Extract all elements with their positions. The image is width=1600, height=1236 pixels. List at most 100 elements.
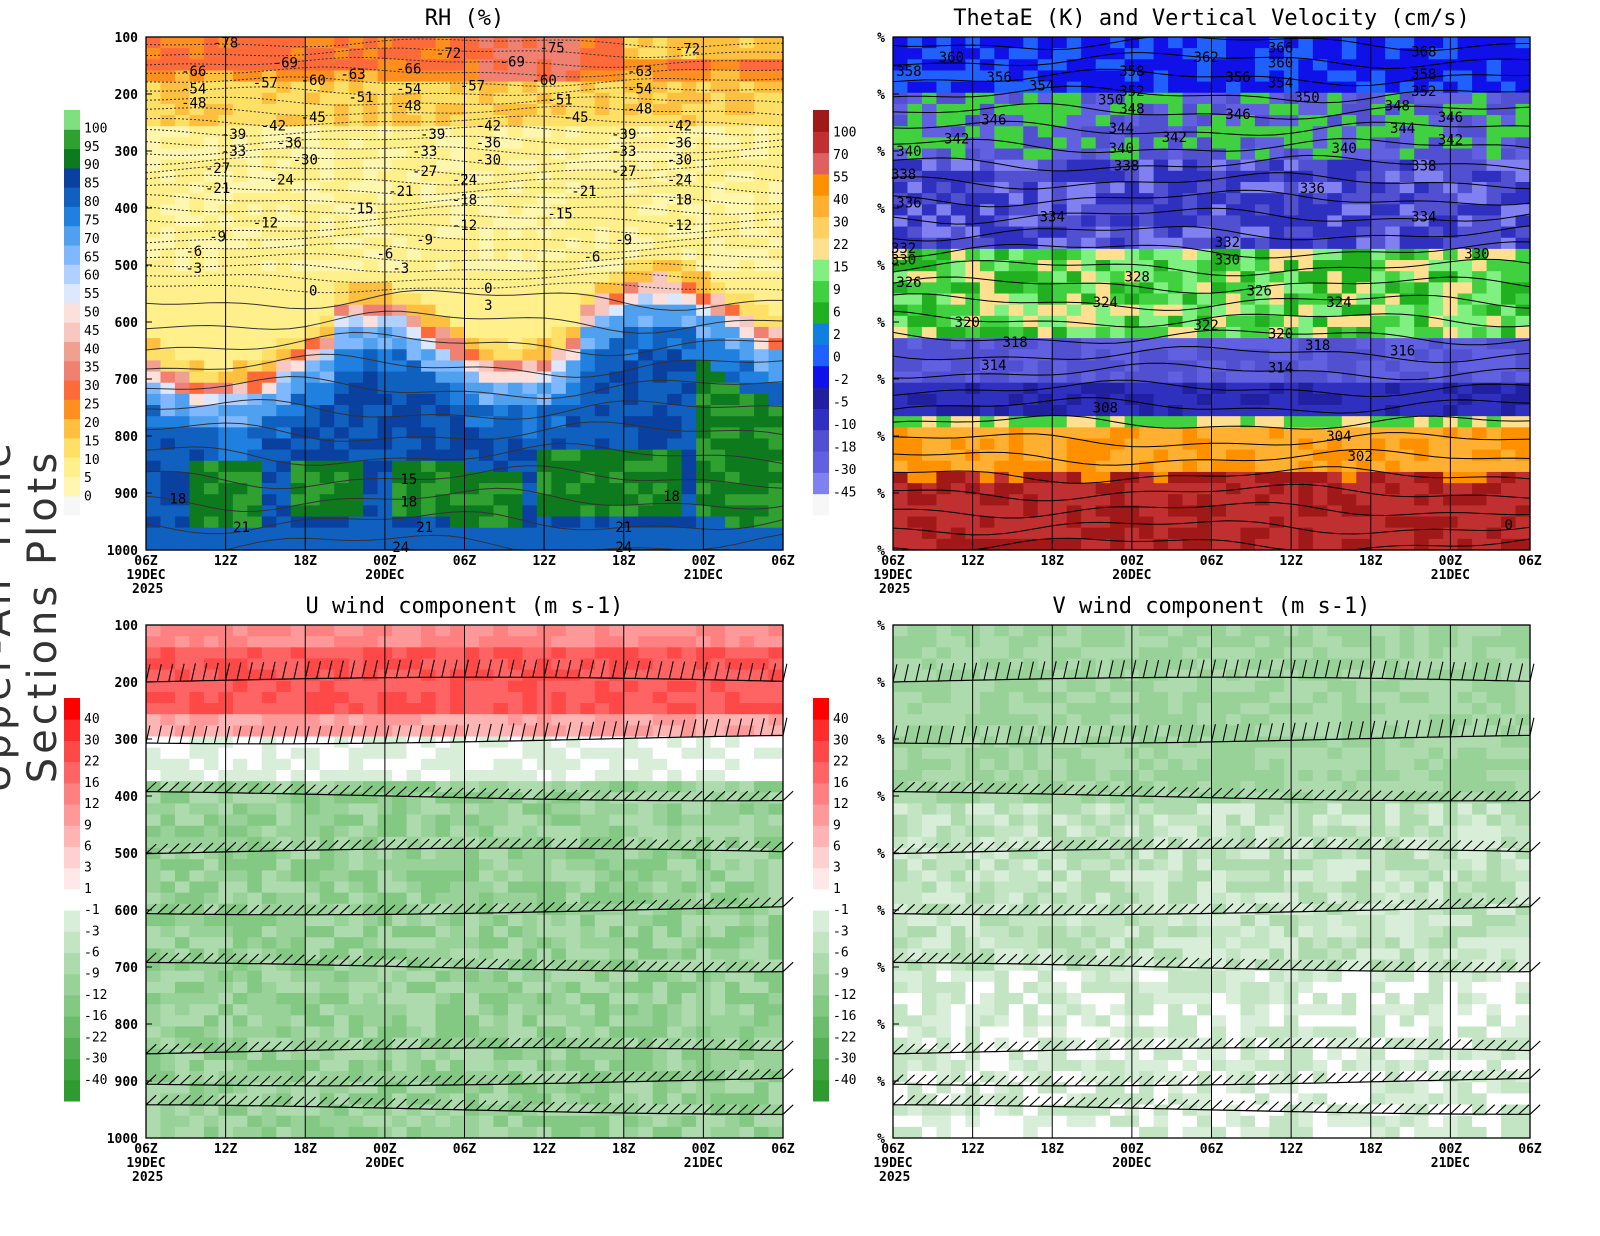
- field-cell: [1356, 159, 1372, 172]
- field-cell: [421, 126, 437, 138]
- field-cell: [979, 371, 995, 384]
- field-cell: [290, 204, 306, 217]
- field-cell: [392, 427, 408, 440]
- field-cell: [305, 159, 321, 172]
- field-cell: [232, 304, 248, 317]
- field-cell: [681, 371, 697, 384]
- field-cell: [652, 81, 668, 94]
- field-cell: [1312, 48, 1328, 60]
- field-cell: [652, 126, 668, 138]
- field-cell: [1457, 59, 1473, 72]
- field-cell: [907, 304, 923, 317]
- field-cell: [232, 625, 248, 637]
- field-cell: [203, 81, 219, 94]
- field-cell: [290, 881, 306, 894]
- field-cell: [1298, 37, 1314, 49]
- field-cell: [936, 215, 952, 228]
- field-cell: [435, 393, 451, 406]
- field-cell: [189, 970, 205, 983]
- field-cell: [319, 204, 335, 217]
- field-cell: [203, 1082, 219, 1094]
- field-cell: [1225, 360, 1242, 373]
- field-cell: [232, 193, 248, 205]
- field-cell: [348, 148, 364, 161]
- field-cell: [994, 81, 1010, 94]
- field-cell: [276, 959, 292, 972]
- field-cell: [1269, 59, 1285, 72]
- field-cell: [768, 516, 784, 529]
- field-cell: [623, 215, 639, 228]
- field-cell: [189, 315, 205, 328]
- field-cell: [276, 1037, 292, 1050]
- field-cell: [580, 471, 596, 484]
- field-cell: [1037, 460, 1053, 473]
- field-cell: [232, 538, 248, 551]
- field-cell: [893, 304, 909, 317]
- field-cell: [1515, 81, 1531, 94]
- field-cell: [1298, 81, 1314, 94]
- field-cell: [363, 81, 379, 94]
- field-cell: [319, 293, 335, 306]
- field-cell: [1399, 304, 1415, 317]
- field-cell: [609, 170, 625, 183]
- field-cell: [319, 836, 335, 849]
- field-cell: [994, 159, 1010, 172]
- field-cell: [1515, 527, 1531, 540]
- field-cell: [392, 59, 408, 72]
- field-cell: [1008, 505, 1024, 518]
- field-cell: [739, 282, 755, 295]
- field-cell: [768, 70, 784, 83]
- field-cell: [754, 527, 770, 540]
- field-cell: [1066, 103, 1082, 116]
- field-cell: [450, 527, 466, 540]
- field-cell: [1269, 282, 1285, 295]
- field-cell: [565, 338, 581, 350]
- field-cell: [174, 747, 191, 760]
- field-cell: [160, 505, 176, 518]
- field-cell: [160, 703, 176, 715]
- field-cell: [1312, 103, 1328, 116]
- field-cell: [247, 636, 263, 648]
- field-cell: [1269, 460, 1285, 473]
- field-cell: [1052, 516, 1068, 529]
- field-cell: [1327, 371, 1343, 384]
- field-cell: [725, 81, 741, 94]
- field-cell: [493, 115, 509, 127]
- field-cell: [203, 914, 219, 927]
- field-cell: [276, 658, 292, 671]
- field-cell: [189, 181, 205, 194]
- field-cell: [450, 338, 466, 350]
- field-cell: [319, 349, 335, 362]
- field-cell: [565, 405, 581, 417]
- field-cell: [305, 516, 321, 529]
- field-cell: [1399, 137, 1415, 150]
- field-cell: [435, 494, 451, 506]
- field-cell: [950, 349, 966, 362]
- field-cell: [754, 326, 770, 339]
- field-cell: [522, 103, 538, 116]
- field-cell: [623, 92, 639, 105]
- field-cell: [1414, 538, 1430, 551]
- field-cell: [421, 193, 437, 205]
- field-cell: [1081, 237, 1097, 250]
- field-cell: [565, 226, 581, 239]
- field-cell: [334, 338, 350, 350]
- field-cell: [203, 937, 219, 950]
- field-cell: [1081, 204, 1097, 217]
- field-cell: [551, 416, 567, 428]
- field-cell: [1023, 48, 1039, 60]
- field-cell: [261, 349, 277, 362]
- field-cell: [1515, 326, 1531, 339]
- field-cell: [1211, 260, 1227, 272]
- field-cell: [1095, 538, 1111, 551]
- field-cell: [1081, 115, 1097, 127]
- field-cell: [290, 304, 306, 317]
- field-cell: [710, 427, 726, 440]
- field-cell: [334, 405, 350, 417]
- field-cell: [1356, 338, 1372, 350]
- field-cell: [203, 59, 219, 72]
- field-cell: [1066, 416, 1082, 428]
- contour-label: -36: [667, 135, 692, 151]
- field-cell: [203, 636, 219, 648]
- field-cell: [1327, 438, 1343, 451]
